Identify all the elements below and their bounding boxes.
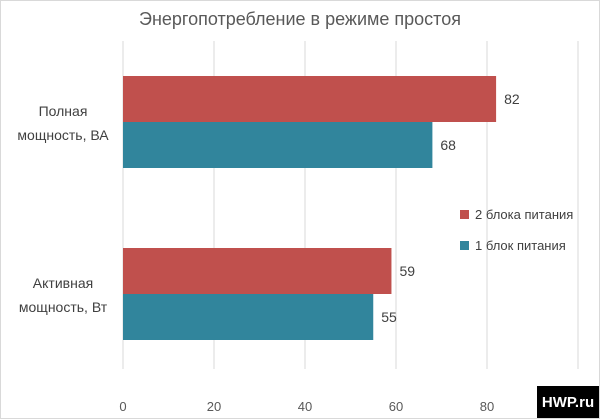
legend-label: 2 блока питания [475,207,573,222]
legend-swatch [460,241,469,250]
bars [123,76,497,340]
data-label: 82 [504,91,520,107]
legend: 2 блока питания 1 блок питания [460,207,573,253]
data-label: 68 [440,137,456,153]
chart-title: Энергопотребление в режиме простоя [139,9,461,29]
x-tick-label: 60 [389,399,403,414]
x-tick-label: 80 [480,399,494,414]
bar-one-psu-1 [123,294,374,340]
bar-two-psu-1 [123,248,392,294]
x-tick-label: 0 [119,399,126,414]
watermark-logo: HWP.ru [537,386,599,418]
category-label: Полная мощность, ВА [17,103,109,143]
x-tick-label: 40 [298,399,312,414]
legend-label: 1 блок питания [475,238,566,253]
data-label: 59 [399,263,415,279]
category-label: Активная мощность, Вт [19,275,108,315]
legend-swatch [460,210,469,219]
x-tick-label: 20 [207,399,221,414]
data-label: 55 [381,309,397,325]
bar-two-psu-0 [123,76,497,122]
bar-one-psu-0 [123,122,433,168]
